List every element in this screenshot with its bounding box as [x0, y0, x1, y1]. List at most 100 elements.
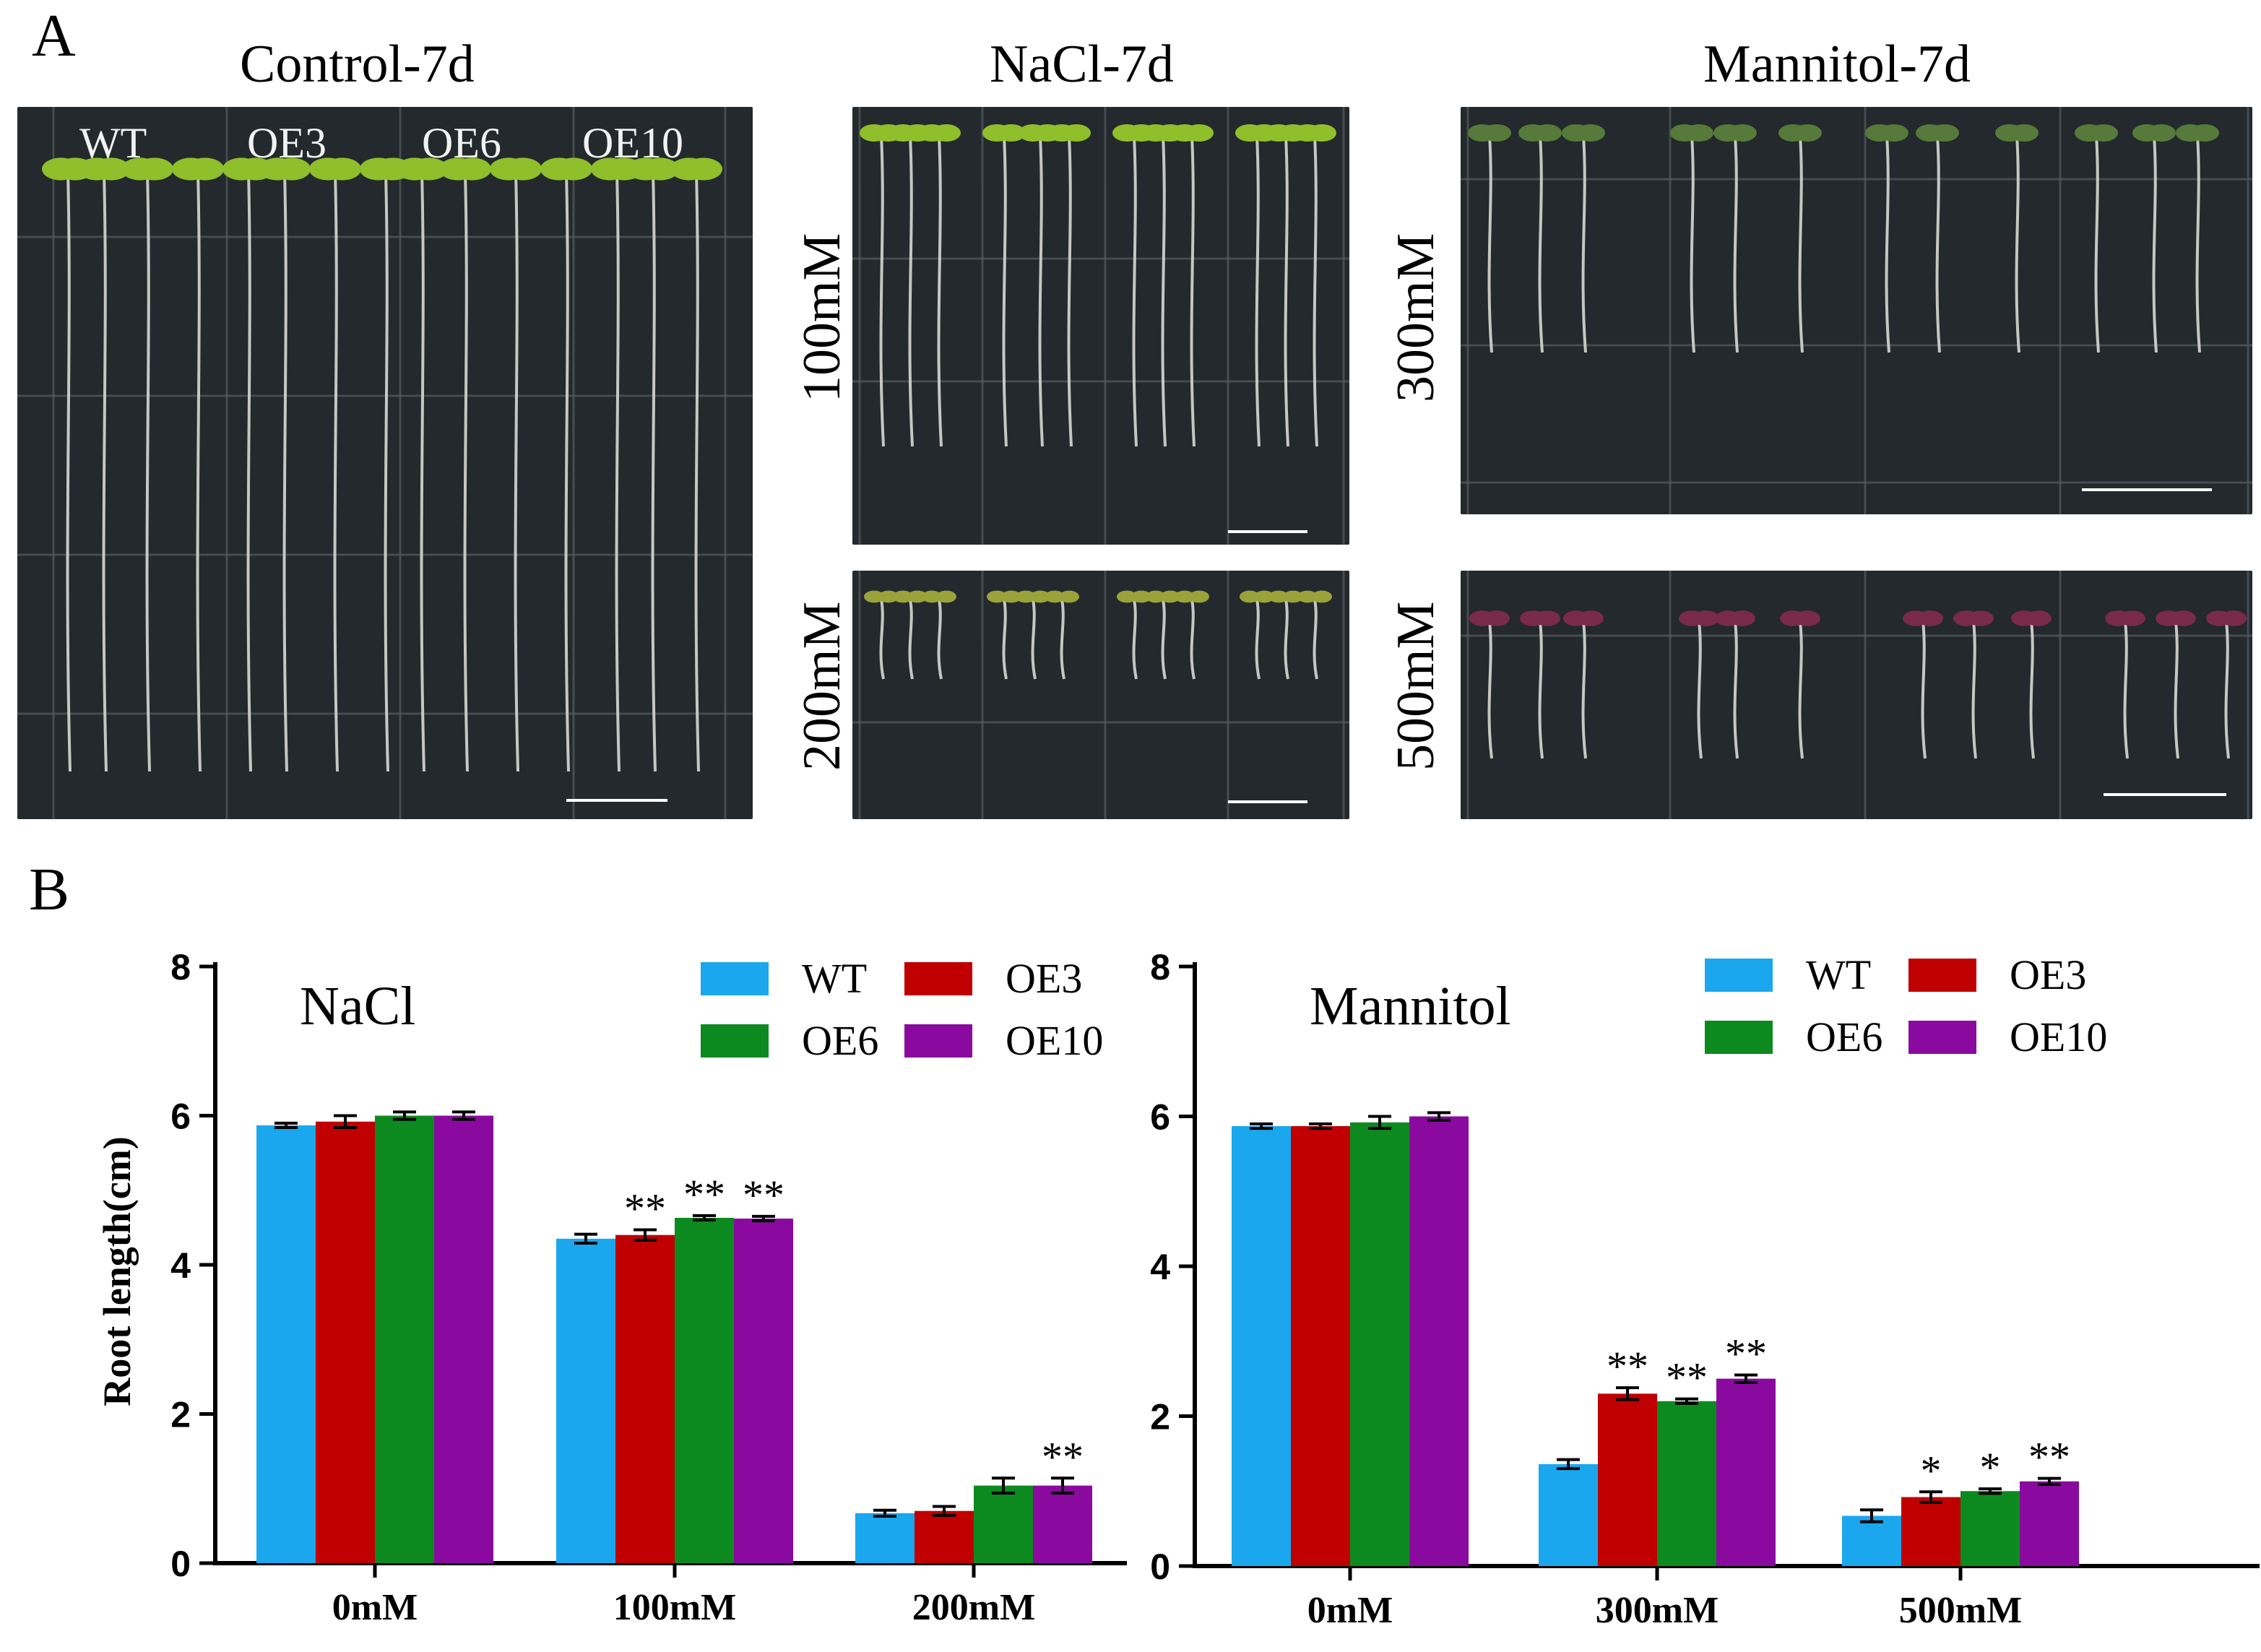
- seedling-leaf: [2170, 610, 2196, 626]
- seedling-root: [196, 171, 202, 772]
- seedling-root: [2195, 135, 2201, 353]
- seedling-leaf: [2010, 124, 2039, 142]
- nacl-chart: 0 2 4 6 8 NaCl Root length(cm) WT OE3 OE6 OE10 0mM *…: [95, 947, 1127, 1628]
- seedling-leaf: [454, 157, 491, 181]
- bar-oe6-0mM: [1350, 1122, 1409, 1566]
- genotype-label-wt: WT: [79, 119, 147, 167]
- y-tick-label: 4: [1150, 1247, 1170, 1287]
- seedling-leaf: [1685, 124, 1713, 142]
- seedling-root: [2015, 135, 2020, 353]
- legend-swatch-oe10: [904, 1024, 972, 1058]
- genotype-label-oe6: OE6: [422, 119, 501, 167]
- seedling-root: [564, 171, 570, 772]
- x-tick-label: 300mM: [1596, 1590, 1719, 1631]
- bar-oe3-500mM: [1901, 1497, 1960, 1566]
- seedling-leaf: [987, 590, 1007, 603]
- seedling-leaf: [1968, 610, 1994, 626]
- y-axis-label: Root length(cm): [95, 1136, 139, 1406]
- seedling-root: [1487, 620, 1493, 759]
- seedling-root: [1581, 135, 1587, 353]
- nacl-photo-title: NaCl-7d: [990, 35, 1174, 94]
- legend-label-oe6: OE6: [802, 1017, 878, 1064]
- genotype-label-oe3: OE3: [247, 119, 327, 167]
- seedling-root: [102, 171, 108, 772]
- seedling-root: [2152, 135, 2158, 353]
- seedling-leaf: [997, 124, 1026, 142]
- seedling-leaf: [1117, 590, 1137, 603]
- seedling-leaf: [2119, 610, 2145, 626]
- nacl-200mm-photo: [852, 571, 1349, 819]
- y-tick-label: 2: [170, 1395, 191, 1435]
- seedling-root: [384, 171, 389, 772]
- bar-oe10-100mM: [734, 1218, 793, 1563]
- seedling-root: [879, 599, 885, 680]
- significance-marker: **: [743, 1172, 784, 1219]
- bar-oe10-300mM: [1716, 1378, 1776, 1566]
- seedling-root: [1190, 135, 1196, 447]
- seedling-root: [1971, 620, 1977, 759]
- seedling-root: [1190, 599, 1196, 680]
- bar-oe6-300mM: [1657, 1401, 1716, 1566]
- bar-wt-500mM: [1842, 1515, 1901, 1566]
- seedling-root: [1697, 620, 1703, 759]
- seedling-root: [1255, 135, 1261, 447]
- legend-label-wt: WT: [1806, 951, 1871, 998]
- y-tick-label: 0: [1150, 1547, 1170, 1587]
- seedling-root: [1798, 620, 1804, 759]
- seedling-leaf: [1016, 590, 1036, 603]
- seedling-leaf: [273, 157, 311, 181]
- seedling-root: [1538, 135, 1544, 353]
- control-photo-title: Control-7d: [240, 35, 475, 94]
- seedling-root: [2224, 620, 2230, 759]
- legend-swatch-wt: [701, 962, 769, 995]
- panel-a-letter: A: [32, 2, 76, 69]
- control-seedling-photo: WT OE3 OE6 OE10: [17, 107, 753, 819]
- y-tick-label: 6: [1150, 1097, 1170, 1138]
- seedling-leaf: [907, 590, 928, 603]
- seedling-root: [1161, 599, 1167, 680]
- seedling-leaf: [1307, 124, 1336, 142]
- seedling-leaf: [1268, 590, 1289, 603]
- x-tick-label: 0mM: [332, 1587, 418, 1628]
- seedling-root: [1132, 599, 1138, 680]
- nacl-200mm-drawing: [852, 571, 1349, 819]
- seedling-leaf: [1576, 124, 1605, 142]
- seedling-root: [651, 171, 657, 772]
- y-tick-label: 4: [170, 1245, 191, 1286]
- seedling-leaf: [92, 157, 130, 181]
- seedling-root: [1284, 599, 1289, 680]
- significance-marker: **: [683, 1171, 725, 1218]
- seedling-leaf: [2026, 610, 2052, 626]
- seedling-root: [2174, 620, 2179, 759]
- seedling-leaf: [1533, 124, 1562, 142]
- seedling-leaf: [922, 590, 942, 603]
- x-tick-label: 500mM: [1899, 1590, 2022, 1631]
- seedling-leaf: [1534, 610, 1560, 626]
- seedling-leaf: [1283, 590, 1303, 603]
- seedling-root: [1538, 620, 1544, 759]
- y-tick-label: 8: [1150, 947, 1170, 987]
- seedling-leaf: [1030, 590, 1050, 603]
- seedling-leaf: [136, 157, 173, 181]
- seedling-leaf: [878, 590, 899, 603]
- seedling-leaf: [1312, 590, 1332, 603]
- seedling-root: [66, 171, 72, 772]
- bar-oe6-500mM: [1960, 1491, 2020, 1566]
- seedling-root: [246, 171, 252, 772]
- panel-b-letter: B: [29, 856, 70, 923]
- seedling-root: [1921, 620, 1927, 759]
- bar-oe3-200mM: [915, 1510, 974, 1563]
- seedling-root: [1284, 135, 1289, 447]
- seedling-root: [1885, 135, 1890, 353]
- bar-oe3-300mM: [1598, 1393, 1657, 1566]
- seedling-leaf: [1482, 124, 1511, 142]
- seedling-leaf: [1062, 124, 1091, 142]
- bar-oe3-0mM: [1291, 1125, 1350, 1566]
- bar-oe10-0mM: [1409, 1116, 1469, 1566]
- seedling-root: [2094, 135, 2100, 353]
- seedling-leaf: [1146, 590, 1166, 603]
- legend-swatch-oe3: [1908, 959, 1976, 992]
- seedling-root: [1038, 135, 1044, 447]
- y-tick-label: 2: [1150, 1397, 1170, 1437]
- y-tick-label: 6: [170, 1097, 191, 1137]
